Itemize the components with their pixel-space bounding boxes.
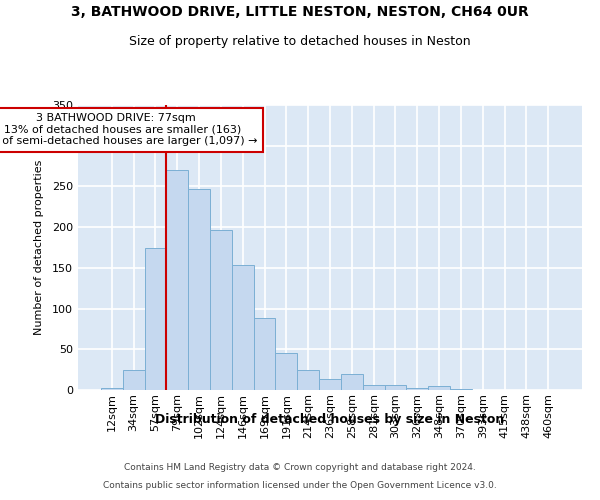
- Bar: [341, 374, 363, 390]
- Bar: [385, 385, 406, 390]
- Bar: [123, 370, 145, 390]
- Y-axis label: Number of detached properties: Number of detached properties: [34, 160, 44, 335]
- Bar: [232, 264, 254, 390]
- Bar: [210, 230, 232, 390]
- Bar: [450, 389, 472, 390]
- Text: Size of property relative to detached houses in Neston: Size of property relative to detached ho…: [129, 35, 471, 48]
- Bar: [145, 248, 166, 390]
- Bar: [297, 370, 319, 390]
- Text: Contains HM Land Registry data © Crown copyright and database right 2024.: Contains HM Land Registry data © Crown c…: [124, 464, 476, 472]
- Bar: [275, 352, 297, 390]
- Bar: [406, 388, 428, 390]
- Bar: [166, 170, 188, 390]
- Bar: [428, 386, 450, 390]
- Bar: [188, 189, 210, 390]
- Text: Distribution of detached houses by size in Neston: Distribution of detached houses by size …: [155, 412, 505, 426]
- Bar: [363, 385, 385, 390]
- Text: Contains public sector information licensed under the Open Government Licence v3: Contains public sector information licen…: [103, 481, 497, 490]
- Text: 3, BATHWOOD DRIVE, LITTLE NESTON, NESTON, CH64 0UR: 3, BATHWOOD DRIVE, LITTLE NESTON, NESTON…: [71, 5, 529, 19]
- Text: 3 BATHWOOD DRIVE: 77sqm
← 13% of detached houses are smaller (163)
86% of semi-d: 3 BATHWOOD DRIVE: 77sqm ← 13% of detache…: [0, 113, 257, 146]
- Bar: [254, 318, 275, 390]
- Bar: [319, 380, 341, 390]
- Bar: [101, 388, 123, 390]
